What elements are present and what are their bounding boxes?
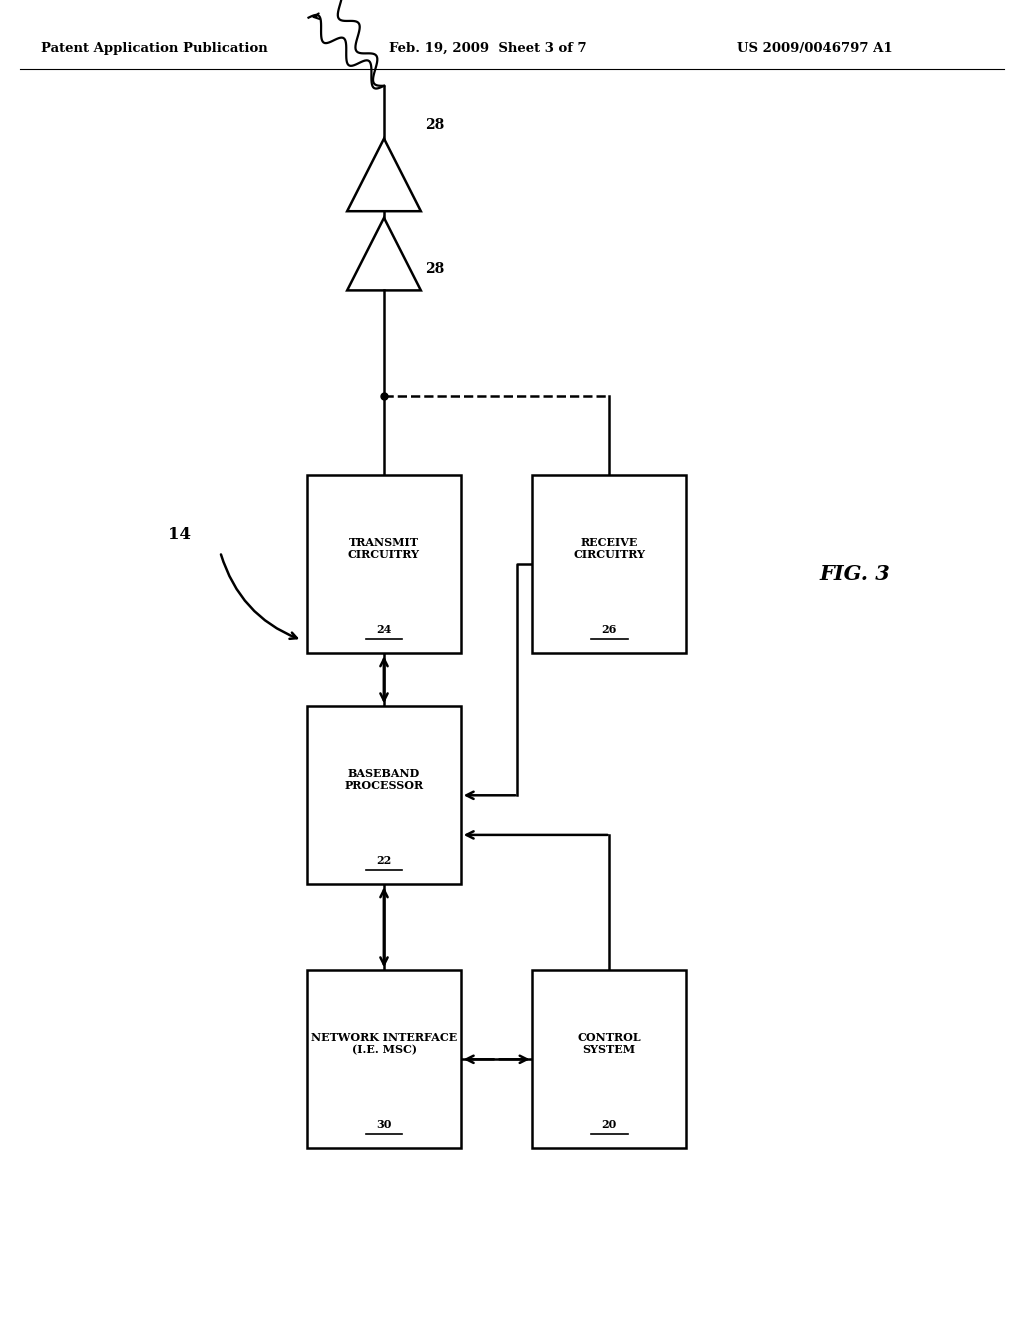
Text: BASEBAND
PROCESSOR: BASEBAND PROCESSOR — [344, 767, 424, 792]
Text: Patent Application Publication: Patent Application Publication — [41, 42, 267, 55]
Text: 14: 14 — [168, 527, 190, 543]
Text: 28: 28 — [425, 119, 444, 132]
Text: US 2009/0046797 A1: US 2009/0046797 A1 — [737, 42, 893, 55]
Text: 28: 28 — [425, 261, 444, 276]
Bar — [307, 706, 461, 884]
Text: 26: 26 — [601, 624, 617, 635]
Text: 24: 24 — [376, 624, 392, 635]
Text: 22: 22 — [377, 855, 391, 866]
Text: 30: 30 — [376, 1119, 392, 1130]
Text: 20: 20 — [602, 1119, 616, 1130]
Text: Feb. 19, 2009  Sheet 3 of 7: Feb. 19, 2009 Sheet 3 of 7 — [389, 42, 587, 55]
Text: NETWORK INTERFACE
(I.E. MSC): NETWORK INTERFACE (I.E. MSC) — [311, 1031, 457, 1056]
Text: CONTROL
SYSTEM: CONTROL SYSTEM — [578, 1031, 641, 1056]
Bar — [532, 475, 686, 653]
Bar — [307, 970, 461, 1148]
Text: TRANSMIT
CIRCUITRY: TRANSMIT CIRCUITRY — [348, 536, 420, 561]
Bar — [532, 970, 686, 1148]
Bar — [307, 475, 461, 653]
Text: RECEIVE
CIRCUITRY: RECEIVE CIRCUITRY — [573, 536, 645, 561]
Text: FIG. 3: FIG. 3 — [819, 564, 890, 585]
